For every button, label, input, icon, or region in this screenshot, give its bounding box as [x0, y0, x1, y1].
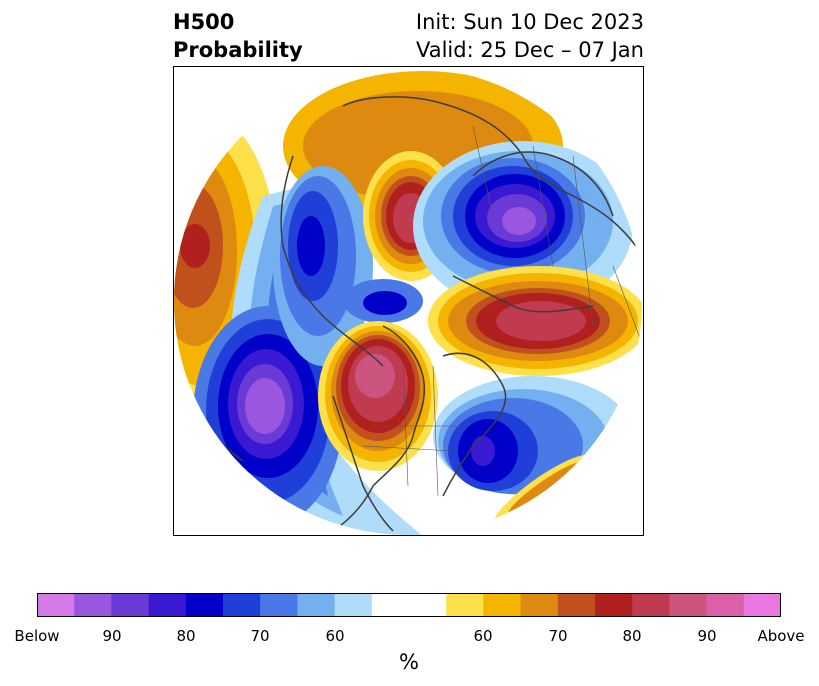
title-line-1: H500	[173, 10, 235, 34]
tick-label-below-70: 70	[250, 627, 270, 645]
tick-label-above-80: 80	[622, 627, 642, 645]
colorbar-cell	[595, 593, 633, 617]
colorbar-cell	[74, 593, 112, 617]
colorbar-cell	[371, 593, 410, 617]
colorbar-cell	[706, 593, 745, 617]
tick-label-above-90: 90	[697, 627, 717, 645]
colorbar	[37, 593, 781, 617]
colorbar-cell	[260, 593, 298, 617]
colorbar-unit-label: %	[399, 650, 419, 674]
coastlines	[182, 96, 642, 532]
colorbar-cell	[223, 593, 261, 617]
tick-label-below-90: 90	[102, 627, 122, 645]
colorbar-cell	[409, 593, 447, 617]
colorbar-cell	[446, 593, 484, 617]
anomaly-below-north	[273, 166, 423, 366]
anomaly-below-siberia	[413, 141, 633, 311]
chart-title: H500 Probability	[173, 8, 303, 64]
colorbar-cell	[557, 593, 596, 617]
tick-label-below: Below	[14, 627, 60, 645]
colorbar-cell	[334, 593, 373, 617]
init-date: Init: Sun 10 Dec 2023	[415, 10, 644, 34]
tick-label-below-60: 60	[325, 627, 345, 645]
colorbar-cell	[483, 593, 522, 617]
tick-label-below-80: 80	[176, 627, 196, 645]
tick-label-above-60: 60	[473, 627, 493, 645]
colorbar-cell	[743, 593, 781, 617]
colorbar-cell	[297, 593, 336, 617]
colorbar-cell	[148, 593, 187, 617]
colorbar-cell	[669, 593, 708, 617]
valid-range: Valid: 25 Dec – 07 Jan	[415, 38, 644, 62]
colorbar-cell	[37, 593, 75, 617]
colorbar-cell	[185, 593, 224, 617]
anomaly-above-canada	[318, 321, 438, 471]
anomaly-above-asia	[428, 266, 642, 376]
date-info: Init: Sun 10 Dec 2023 Valid: 25 Dec – 07…	[416, 8, 644, 64]
tick-label-above: Above	[757, 627, 805, 645]
probability-map	[173, 66, 644, 536]
title-line-2: Probability	[173, 38, 303, 62]
colorbar-cell	[520, 593, 559, 617]
borders	[362, 125, 642, 497]
colorbar-cell	[632, 593, 670, 617]
tick-label-above-70: 70	[548, 627, 568, 645]
colorbar-cell	[111, 593, 150, 617]
